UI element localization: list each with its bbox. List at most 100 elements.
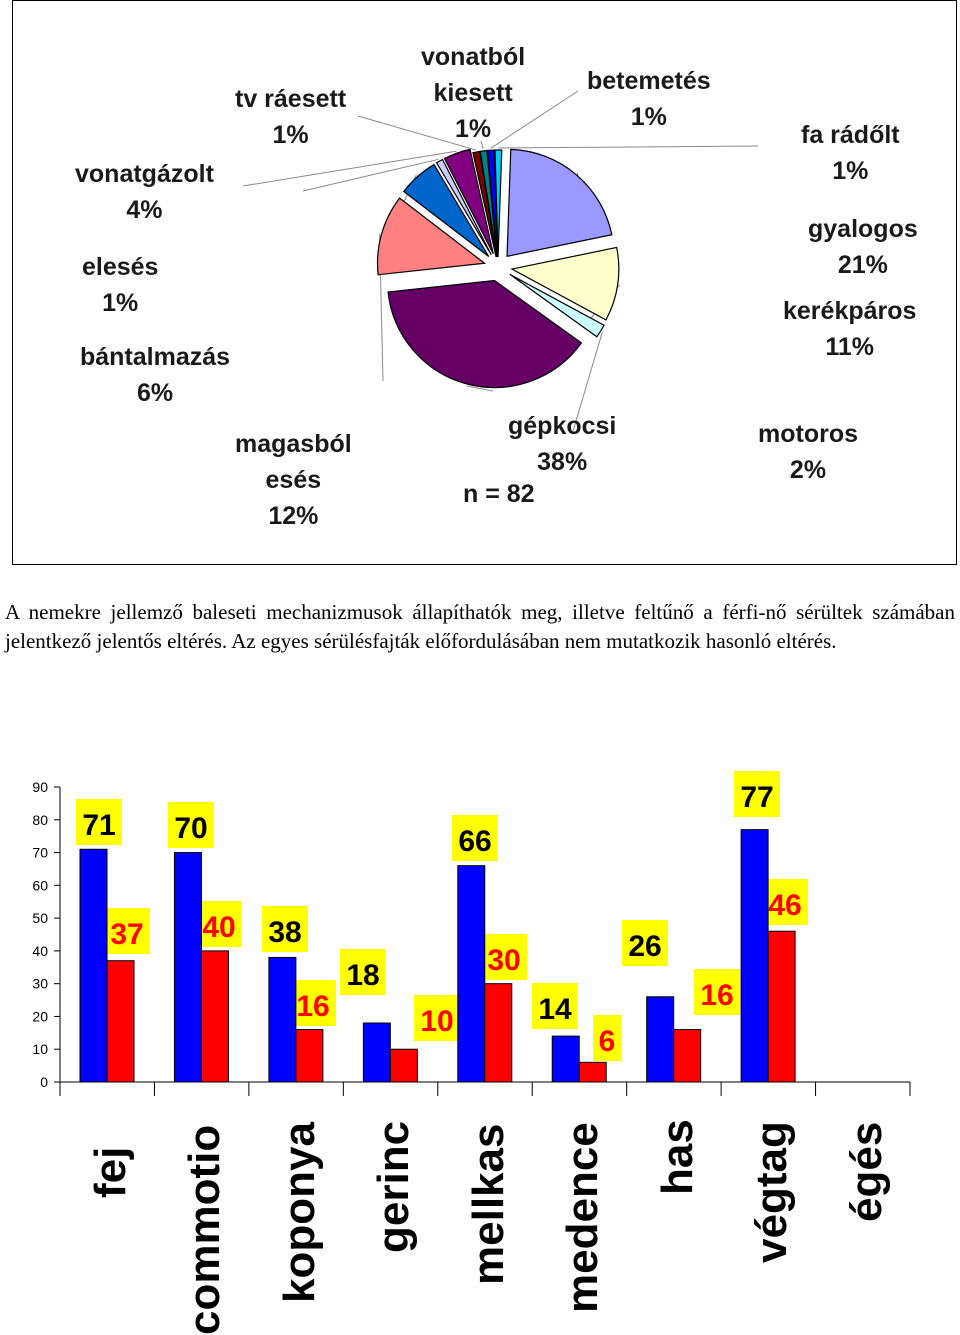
pie-label-bantalmazas: bántalmazás 6% xyxy=(80,339,230,411)
pie-chart-frame: gyalogos 21% kerékpáros 11% motoros 2% gépkocs… xyxy=(12,0,957,565)
data-label-commotio-red: 40 xyxy=(202,911,235,944)
data-label-mellkas-red: 30 xyxy=(487,944,520,977)
data-label-medence-red: 6 xyxy=(599,1025,616,1058)
data-label-fej-red: 37 xyxy=(110,918,143,951)
leader-line-betemetes xyxy=(490,90,579,149)
data-label-koponya-blue: 38 xyxy=(268,916,301,949)
leader-line-eleses xyxy=(302,158,439,192)
pie-label-text: vonatból xyxy=(421,43,526,71)
data-label-bg-koponya-blue xyxy=(262,906,308,952)
y-tick-label: 30 xyxy=(32,976,48,992)
data-label-bg-commotio-red xyxy=(196,901,242,947)
pie-label-text: gyalogos xyxy=(808,215,918,243)
data-label-bg-has-red xyxy=(694,969,740,1015)
pie-label-kerekparos: kerékpáros 11% xyxy=(783,293,916,365)
category-label-koponya: koponya xyxy=(274,1122,324,1303)
data-label-gerinc-blue: 18 xyxy=(346,959,379,992)
data-label-koponya-red: 16 xyxy=(296,990,329,1023)
sample-size-label: n = 82 xyxy=(463,480,535,508)
pie-slice-gyalogos xyxy=(506,148,613,258)
pie-label-text: magasból xyxy=(235,430,352,458)
pie-slice-magasbol-eses xyxy=(376,197,487,276)
bar-vegtag-red xyxy=(767,930,796,1083)
bar-gerinc-blue xyxy=(362,1022,391,1083)
data-label-mellkas-blue: 66 xyxy=(458,825,491,858)
pie-slice-vonatgazolt xyxy=(443,148,494,255)
leader-line-vonatgazolt xyxy=(242,150,457,187)
pie-label-motoros: motoros 2% xyxy=(758,416,858,488)
pie-label-percent: 38% xyxy=(537,448,588,476)
pie-label-text: bántalmazás xyxy=(80,343,231,371)
leader-line-gepkocsi xyxy=(466,385,494,392)
pie-label-percent: 21% xyxy=(837,251,888,279)
bar-medence-red xyxy=(578,1061,607,1083)
pie-label-vonatgazolt: vonatgázolt 4% xyxy=(75,156,214,228)
body-paragraph: A nemekre jellemző baleseti mechanizmuso… xyxy=(5,600,955,653)
pie-slice-kerekparos xyxy=(510,246,620,321)
bar-mellkas-blue xyxy=(457,865,486,1083)
bar-vegtag-blue xyxy=(740,829,769,1083)
pie-label-text: fa rádőlt xyxy=(801,121,900,149)
category-label-commotio: commotio xyxy=(180,1124,230,1335)
y-tick-label: 40 xyxy=(32,943,48,959)
pie-label-percent: 1% xyxy=(832,157,869,185)
category-label-vegtag: végtag xyxy=(747,1121,797,1263)
data-label-vegtag-red: 46 xyxy=(768,889,801,922)
data-label-commotio-blue: 70 xyxy=(174,812,207,845)
leader-line-tv-raesett xyxy=(357,115,476,151)
data-label-bg-vegtag-red xyxy=(762,879,808,925)
category-label-eges: égés xyxy=(841,1121,891,1222)
pie-label-text: esés xyxy=(265,466,322,494)
pie-label-percent: 1% xyxy=(102,289,139,317)
pie-label-magasbol-eses: magasból esés 12% xyxy=(235,426,352,534)
pie-label-percent: 12% xyxy=(268,502,319,530)
category-label-has: has xyxy=(652,1119,702,1195)
pie-label-text: gépkocsi xyxy=(508,412,617,440)
data-label-bg-gerinc-red xyxy=(414,995,460,1041)
y-tick-label: 90 xyxy=(32,779,48,795)
category-label-mellkas: mellkas xyxy=(463,1123,513,1285)
data-label-gerinc-red: 10 xyxy=(420,1005,453,1038)
bar-medence-blue xyxy=(551,1035,580,1083)
pie-slice-gepkocsi xyxy=(387,279,583,389)
pie-label-percent: 1% xyxy=(272,121,309,149)
pie-label-text: tv ráesett xyxy=(235,85,347,113)
data-label-bg-fej-blue xyxy=(76,799,122,845)
y-tick-label: 60 xyxy=(32,877,48,893)
pie-slice-bantalmazas xyxy=(402,163,490,258)
category-label-fej: fej xyxy=(86,1146,135,1198)
bar-commotio-blue xyxy=(173,852,202,1083)
bar-has-blue xyxy=(646,996,675,1083)
pie-label-betemetes: betemetés 1% xyxy=(587,63,711,135)
category-label-medence: medence xyxy=(558,1122,608,1313)
y-tick-label: 70 xyxy=(32,845,48,861)
data-label-has-red: 16 xyxy=(700,979,733,1012)
data-label-bg-mellkas-red xyxy=(481,934,527,980)
pie-slice-eleses xyxy=(435,158,492,256)
data-label-fej-blue: 71 xyxy=(82,809,115,842)
pie-label-percent: 1% xyxy=(630,103,667,131)
pie-label-text: vonatgázolt xyxy=(75,160,214,188)
pie-slice-motoros xyxy=(509,273,605,338)
bar-gerinc-red xyxy=(389,1048,418,1083)
bar-fej-red xyxy=(106,960,135,1083)
bar-commotio-red xyxy=(200,950,229,1083)
pie-label-percent: 2% xyxy=(789,456,827,484)
y-tick-label: 50 xyxy=(32,910,48,926)
data-label-bg-gerinc-blue xyxy=(340,949,386,995)
bar-chart: 0 10 20 30 40 50 60 70 80 90 71 37 70 40 38 16 18 10 66 30 1… xyxy=(32,771,911,1096)
data-label-bg-commotio-blue xyxy=(168,802,214,848)
pie-label-text: betemetés xyxy=(587,67,711,95)
pie-label-fa-radolt: fa rádőlt 1% xyxy=(801,117,900,189)
pie-label-text: motoros xyxy=(758,420,858,448)
pie-slice-betemetes xyxy=(486,149,498,258)
data-label-has-blue: 26 xyxy=(628,930,661,963)
data-label-bg-medence-red xyxy=(593,1015,621,1061)
y-tick-label: 80 xyxy=(32,812,48,828)
pie-label-percent: 11% xyxy=(825,333,875,361)
leader-line-motoros xyxy=(572,332,603,432)
pie-label-text: kiesett xyxy=(433,79,513,107)
category-label-gerinc: gerinc xyxy=(369,1120,419,1253)
leader-line-vonatbol-kiesett xyxy=(480,140,484,150)
pie-slice-tv-raesett xyxy=(472,150,497,258)
